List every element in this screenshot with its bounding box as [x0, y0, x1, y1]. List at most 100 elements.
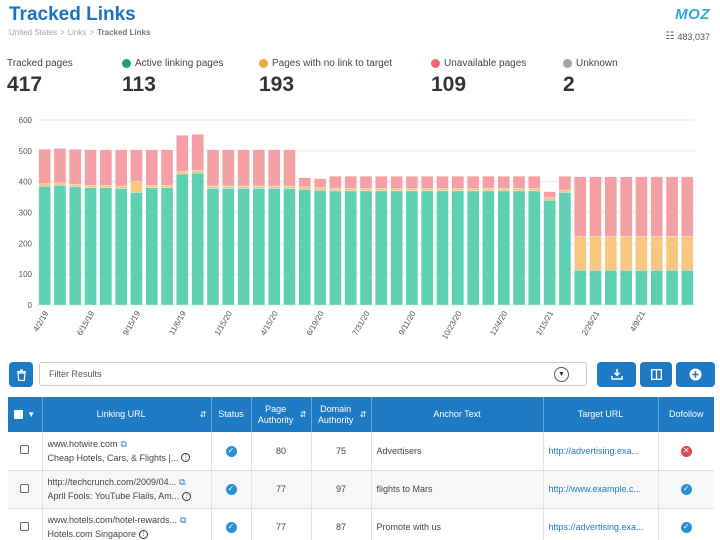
bar-segment	[405, 190, 419, 306]
bar-segment	[160, 185, 174, 188]
linking-url[interactable]: http://techcrunch.com/2009/04...	[47, 477, 177, 487]
bar-segment	[512, 188, 526, 192]
linking-url[interactable]: www.hotels.com/hotel-rewards...	[47, 515, 178, 525]
x-tick-label: 7/31/20	[351, 309, 372, 337]
bar-segment	[283, 188, 296, 306]
page-title-text: Cheap Hotels, Cars, & Flights |...	[47, 452, 179, 463]
y-tick-label: 100	[19, 270, 33, 279]
bar-segment	[69, 184, 82, 188]
target-url-cell: http://www.example.c...	[543, 470, 659, 509]
breadcrumb-country[interactable]: United States	[9, 28, 58, 37]
y-tick-label: 0	[28, 301, 33, 310]
bar-segment	[512, 190, 526, 306]
row-checkbox[interactable]	[20, 445, 30, 455]
status-cell: ✓	[211, 470, 252, 509]
bar-segment	[604, 236, 617, 271]
bar-segment	[344, 175, 357, 189]
stat-label: Pages with no link to target	[272, 58, 393, 69]
row-checkbox[interactable]	[20, 483, 30, 493]
columns-button[interactable]	[640, 362, 672, 387]
target-url-link[interactable]: http://www.example.c...	[548, 484, 642, 494]
trash-icon	[16, 369, 26, 381]
delete-button[interactable]	[9, 362, 33, 387]
table-row[interactable]: www.hotels.com/hotel-rewards... ⧉ Hotels.c…	[8, 508, 714, 540]
col-page-authority[interactable]: Page Authority ⇵	[251, 397, 312, 432]
table-row[interactable]: http://techcrunch.com/2009/04... ⧉ April F…	[8, 470, 714, 509]
moz-logo[interactable]: MOZ	[675, 6, 710, 23]
bar-segment	[115, 149, 128, 187]
col-status[interactable]: Status	[211, 397, 252, 432]
chevron-down-icon[interactable]: ▼	[554, 367, 569, 382]
bar-segment	[252, 149, 266, 187]
bar-segment	[222, 149, 235, 187]
stat-no-link: Pages with no link to target 193	[259, 58, 392, 97]
bar-segment	[329, 175, 342, 189]
caret-down-icon[interactable]: ▼	[27, 410, 36, 419]
select-all-checkbox[interactable]	[14, 410, 24, 419]
col-label: Anchor Text	[433, 409, 481, 419]
bar-segment	[53, 185, 67, 306]
bar-segment	[359, 190, 373, 306]
bar-segment	[390, 175, 403, 189]
external-link-icon[interactable]: ⧉	[180, 515, 187, 525]
table-row[interactable]: www.hotwire.com ⧉ Cheap Hotels, Cars, & Fl…	[8, 432, 714, 471]
bar-segment	[176, 134, 189, 172]
select-all-header[interactable]: ▼	[8, 397, 43, 432]
bar-segment	[635, 236, 648, 271]
col-label: Status	[218, 409, 244, 419]
col-dofollow[interactable]: Dofollow	[658, 397, 714, 432]
bar-segment	[298, 189, 311, 306]
col-label: Target URL	[577, 409, 624, 419]
col-domain-authority[interactable]: Domain Authority ⇵	[311, 397, 372, 432]
col-anchor-text[interactable]: Anchor Text	[371, 397, 544, 432]
bar-segment	[665, 176, 679, 237]
linking-url[interactable]: www.hotwire.com	[47, 438, 118, 449]
bar-segment	[145, 187, 158, 306]
row-checkbox[interactable]	[20, 521, 30, 531]
export-button[interactable]	[597, 362, 636, 387]
breadcrumb-current: Tracked Links	[97, 28, 151, 37]
status-cell: ✓	[211, 432, 252, 471]
info-icon[interactable]: ⋮	[139, 529, 149, 539]
target-url-link[interactable]: https://advertising.exa...	[548, 522, 644, 532]
filter-input[interactable]	[49, 369, 529, 379]
sort-icon[interactable]: ⇵	[199, 410, 207, 419]
col-target-url[interactable]: Target URL	[543, 397, 659, 432]
bar-segment	[635, 176, 648, 237]
sort-icon[interactable]: ⇵	[359, 410, 367, 419]
bar-segment	[53, 182, 67, 186]
bar-segment	[329, 188, 342, 192]
col-linking-url[interactable]: Linking URL ⇵	[42, 397, 212, 432]
tracked-links-chart: 0 100 200 300 400 500 600 4/2/19 6/15/19 9/15/19 1…	[19, 116, 695, 341]
target-url-link[interactable]: http://advertising.exa...	[548, 445, 640, 456]
external-link-icon[interactable]: ⧉	[120, 438, 127, 449]
y-tick-label: 600	[19, 116, 33, 125]
external-link-icon[interactable]: ⧉	[179, 477, 186, 487]
stat-tracked-pages: Tracked pages 417	[7, 58, 73, 97]
bar-segment	[466, 188, 480, 192]
info-icon[interactable]: ⋮	[181, 453, 191, 463]
add-link-button[interactable]	[676, 362, 715, 387]
anchor-text: flights to Mars	[371, 470, 544, 509]
bar-segment	[99, 149, 112, 186]
plus-circle-icon	[689, 368, 702, 381]
stat-unavailable: Unavailable pages 109	[431, 58, 526, 97]
bar-segment	[222, 185, 235, 189]
stat-value: 113	[122, 73, 156, 96]
x-tick-label: 4/2/19	[31, 309, 50, 333]
filter-results[interactable]: ▼	[39, 362, 587, 386]
bar-segment	[344, 190, 357, 306]
domain-authority: 87	[311, 508, 372, 540]
bar-segment	[160, 187, 174, 306]
bar-segment	[99, 185, 112, 188]
bar-segment	[206, 188, 220, 306]
bar-segment	[313, 178, 327, 188]
bar-segment	[237, 185, 250, 189]
sort-icon[interactable]: ⇵	[299, 410, 307, 419]
page-authority: 80	[251, 432, 312, 471]
info-icon[interactable]: ⋮	[182, 491, 192, 501]
breadcrumb-links[interactable]: Links	[67, 28, 87, 37]
bar-segment	[99, 187, 112, 306]
stat-label: Tracked pages	[7, 58, 73, 69]
bar-segment	[130, 181, 143, 193]
